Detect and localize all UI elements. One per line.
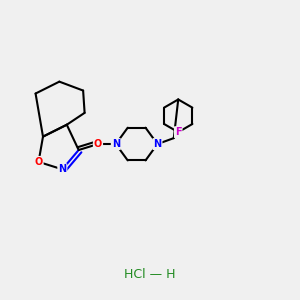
Text: F: F <box>175 127 181 137</box>
Text: N: N <box>153 139 161 149</box>
Text: N: N <box>58 164 66 174</box>
Text: HCl — H: HCl — H <box>124 268 176 281</box>
Text: O: O <box>34 157 43 167</box>
Text: N: N <box>112 139 120 149</box>
Text: O: O <box>94 139 102 149</box>
